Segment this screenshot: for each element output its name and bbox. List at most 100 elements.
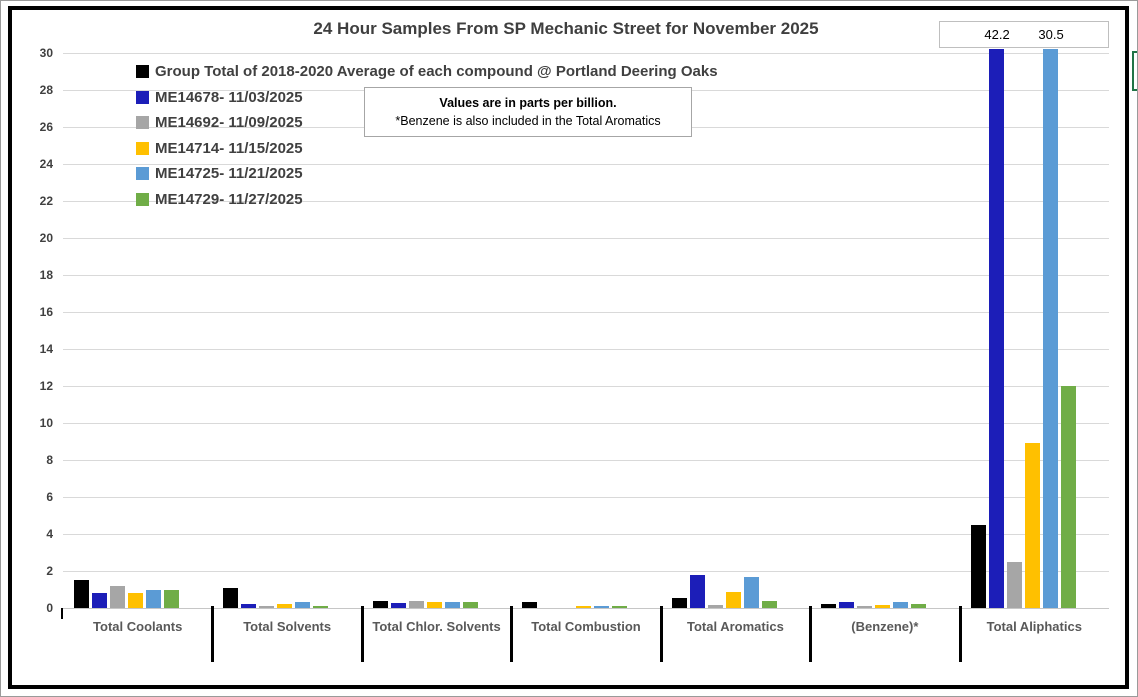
bar-average-cat4 (671, 597, 687, 608)
legend-label: ME14725- 11/21/2025 (155, 165, 303, 182)
y-axis-label-16: 16 (39, 305, 53, 319)
bar-sample2-cat1 (259, 606, 275, 608)
bar-sample1-cat5 (839, 602, 855, 608)
bar-sample4-cat0 (146, 589, 161, 608)
bar-sample5-cat6 (1060, 386, 1076, 608)
category-label: Total Chlor. Solvents (372, 619, 501, 634)
y-axis-label-14: 14 (39, 342, 53, 356)
category-divider (510, 606, 514, 662)
y-axis-label-0: 0 (46, 601, 53, 615)
legend-swatch-icon (136, 141, 149, 155)
gridline-y8 (63, 460, 1109, 461)
gridline-y12 (63, 386, 1109, 387)
bar-sample2-cat4 (707, 605, 723, 608)
legend-swatch-icon (136, 192, 149, 206)
gridline-y22 (63, 201, 1109, 202)
bar-average-cat2 (372, 600, 388, 608)
category-label: (Benzene)* (851, 619, 919, 634)
gridline-y20 (63, 238, 1109, 239)
note-units-text: Values are in parts per billion. (439, 96, 617, 110)
bar-sample1-cat1 (241, 604, 257, 608)
legend-label: ME14729- 11/27/2025 (155, 190, 303, 208)
bar-average-cat3 (522, 602, 538, 608)
category-label: Total Aromatics (687, 619, 784, 634)
category-label: Total Solvents (243, 619, 332, 634)
gridline-y2 (63, 571, 1109, 572)
y-axis-label-30: 30 (39, 46, 53, 60)
gridline-y16 (63, 312, 1109, 313)
bar-sample5-cat2 (462, 602, 478, 608)
legend-swatch-icon (136, 116, 149, 129)
bar-sample3-cat6 (1024, 443, 1040, 608)
gridline-y6 (63, 497, 1109, 498)
bar-sample2-cat2 (408, 600, 424, 608)
x-axis-line (63, 608, 1109, 609)
gridline-y10 (63, 423, 1109, 424)
legend-label: ME14692- 11/09/2025 (155, 114, 303, 131)
bar-sample1-cat4 (689, 574, 705, 608)
overflow-value-box: 42.2 30.5 (939, 21, 1109, 48)
gridline-y18 (63, 275, 1109, 276)
bar-sample2-cat6 (1006, 561, 1022, 608)
legend-label: ME14678- 11/03/2025 (155, 88, 303, 106)
bar-sample1-cat2 (390, 603, 406, 608)
bar-sample4-cat2 (444, 601, 460, 608)
bar-sample3-cat5 (875, 605, 891, 608)
y-axis-label-4: 4 (46, 527, 53, 541)
overflow-value-label: 30.5 (1038, 27, 1064, 42)
y-axis-label-2: 2 (46, 564, 53, 578)
legend-swatch-icon (136, 65, 149, 78)
bar-sample4-cat5 (893, 601, 909, 608)
y-axis-label-22: 22 (39, 194, 53, 208)
bar-sample2-cat0 (110, 585, 125, 608)
bar-sample5-cat4 (761, 600, 777, 608)
bar-average-cat5 (821, 604, 837, 608)
y-axis-label-20: 20 (39, 231, 53, 245)
bar-average-cat0 (74, 580, 89, 608)
category-label: Total Coolants (93, 619, 183, 634)
y-axis-label-8: 8 (46, 453, 53, 467)
y-axis-label-18: 18 (39, 268, 53, 282)
category-divider (211, 606, 215, 662)
note-benzene-text: *Benzene is also included in the Total A… (395, 114, 661, 128)
bar-sample3-cat1 (277, 604, 293, 608)
bar-sample5-cat3 (612, 606, 628, 608)
bar-sample3-cat3 (576, 606, 592, 608)
y-axis-tick (61, 608, 63, 619)
legend-swatch-icon (136, 90, 149, 104)
bar-sample4-cat4 (743, 576, 759, 608)
bar-sample4-cat6 (1042, 49, 1058, 608)
gridline-y14 (63, 349, 1109, 350)
bar-average-cat6 (970, 524, 986, 608)
y-axis-label-28: 28 (39, 83, 53, 97)
category-divider (360, 606, 364, 662)
y-axis-label-24: 24 (39, 157, 53, 171)
bar-sample1-cat6 (988, 49, 1004, 608)
overflow-value-label: 42.2 (984, 27, 1010, 42)
gridline-y4 (63, 534, 1109, 535)
bar-sample5-cat5 (911, 604, 927, 608)
bar-sample3-cat4 (725, 592, 741, 608)
category-label: Total Aliphatics (986, 619, 1082, 634)
category-divider (809, 606, 813, 662)
legend-label: Group Total of 2018-2020 Average of each… (155, 63, 718, 80)
bar-sample3-cat2 (426, 601, 442, 608)
bar-sample5-cat0 (164, 590, 179, 608)
y-axis-label-26: 26 (39, 120, 53, 134)
legend-swatch-icon (136, 167, 149, 180)
note-box: Values are in parts per billion. *Benzen… (364, 87, 692, 137)
category-label: Total Combustion (531, 619, 641, 634)
y-axis-label-6: 6 (46, 490, 53, 504)
chart-title: 24 Hour Samples From SP Mechanic Street … (313, 19, 819, 38)
y-axis-label-10: 10 (39, 416, 53, 430)
category-divider (659, 606, 663, 662)
bar-average-cat1 (223, 587, 239, 608)
category-divider (958, 606, 962, 662)
green-edge-marker (1132, 51, 1137, 91)
gridline-y30 (63, 53, 1109, 54)
bar-sample3-cat0 (128, 593, 143, 608)
bar-sample4-cat3 (594, 606, 610, 608)
gridline-y24 (63, 164, 1109, 165)
bar-sample4-cat1 (295, 601, 311, 608)
